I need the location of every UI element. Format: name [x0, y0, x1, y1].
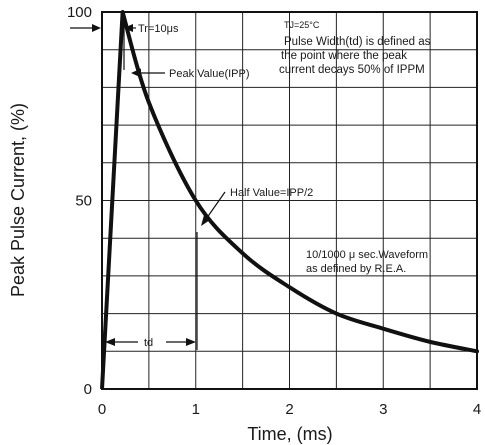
waveform-line-1: 10/1000 μ sec.Waveform — [306, 249, 428, 261]
decay-curve — [120, 10, 479, 354]
tr-annotation: Tr=10μs — [70, 14, 179, 70]
x-tick-label: 2 — [285, 401, 293, 418]
x-tick-label: 3 — [379, 401, 387, 418]
td-label: td — [144, 337, 153, 349]
waveform-note: 10/1000 μ sec.Waveform as defined by R.E… — [306, 249, 428, 275]
grid — [102, 12, 477, 389]
x-tick-label: 4 — [473, 401, 481, 418]
half-value-label: Half Value=IPP/2 — [230, 187, 313, 199]
peak-annotation: Peak Value(IPP) — [131, 68, 250, 80]
pulse-width-line-1: Pulse Width(td) is defined as — [284, 36, 431, 48]
x-tick-label: 0 — [98, 401, 106, 418]
tj-label: TJ=25°C — [284, 20, 320, 30]
td-annotation: td — [105, 232, 198, 350]
y-axis-label: Peak Pulse Current, (%) — [8, 103, 28, 297]
rise-line — [100, 11, 125, 390]
half-value-annotation: Half Value=IPP/2 — [201, 187, 313, 226]
tr-label: Tr=10μs — [138, 23, 179, 35]
y-tick-labels: 0 50 100 — [67, 4, 92, 398]
pulse-width-note: TJ=25°C Pulse Width(td) is defined as th… — [279, 20, 431, 76]
y-tick-label: 100 — [67, 4, 92, 21]
y-tick-label: 0 — [84, 381, 92, 398]
x-axis-label: Time, (ms) — [247, 424, 332, 444]
waveform-line-2: as defined by R.E.A. — [306, 263, 406, 275]
plot-frame — [101, 11, 478, 390]
pulse-width-line-2: the point where the peak — [281, 50, 407, 62]
x-tick-labels: 0 1 2 3 4 — [98, 401, 481, 418]
pulse-width-line-3: current decays 50% of IPPM — [279, 64, 425, 76]
y-tick-label: 50 — [75, 193, 92, 210]
peak-label: Peak Value(IPP) — [169, 68, 250, 80]
x-tick-label: 1 — [192, 401, 200, 418]
